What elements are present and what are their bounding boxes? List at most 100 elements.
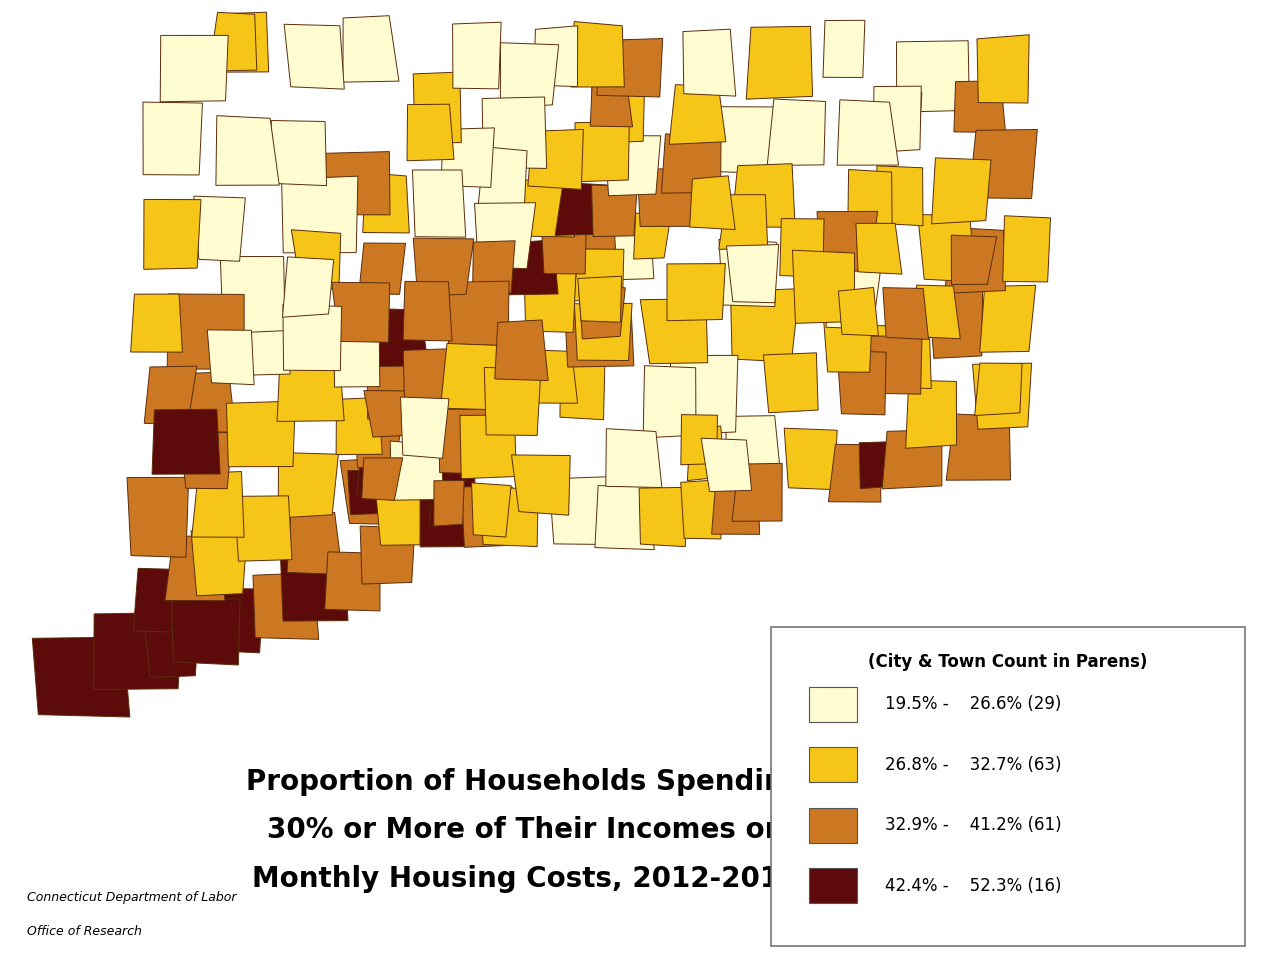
Polygon shape: [226, 401, 295, 467]
Polygon shape: [746, 26, 812, 99]
Polygon shape: [412, 170, 466, 237]
Text: Office of Research: Office of Research: [27, 925, 142, 938]
Polygon shape: [732, 464, 782, 521]
Polygon shape: [605, 135, 660, 195]
Polygon shape: [479, 487, 538, 546]
Polygon shape: [541, 221, 586, 274]
Polygon shape: [592, 185, 638, 236]
Polygon shape: [172, 599, 240, 665]
Polygon shape: [592, 85, 645, 143]
Polygon shape: [441, 128, 495, 188]
Polygon shape: [282, 257, 334, 317]
Polygon shape: [837, 100, 898, 165]
Polygon shape: [364, 391, 409, 437]
Polygon shape: [404, 349, 452, 403]
Polygon shape: [767, 99, 826, 165]
Polygon shape: [576, 215, 616, 266]
Polygon shape: [719, 194, 768, 250]
Polygon shape: [144, 366, 197, 426]
Polygon shape: [670, 356, 737, 434]
Polygon shape: [334, 327, 380, 387]
Polygon shape: [216, 116, 280, 186]
Polygon shape: [951, 235, 997, 285]
Polygon shape: [640, 298, 707, 364]
Polygon shape: [414, 238, 474, 296]
Polygon shape: [94, 612, 182, 689]
Polygon shape: [897, 41, 969, 112]
Polygon shape: [683, 29, 736, 96]
Polygon shape: [574, 303, 632, 361]
Polygon shape: [606, 429, 662, 488]
Polygon shape: [882, 92, 922, 147]
Polygon shape: [414, 72, 462, 144]
Polygon shape: [848, 169, 892, 224]
Polygon shape: [524, 266, 577, 332]
FancyBboxPatch shape: [772, 627, 1245, 947]
Polygon shape: [195, 588, 263, 653]
Polygon shape: [864, 336, 922, 394]
Polygon shape: [528, 129, 583, 190]
Polygon shape: [564, 306, 634, 367]
Bar: [810, 808, 858, 843]
Polygon shape: [209, 13, 257, 71]
Polygon shape: [291, 229, 340, 290]
Polygon shape: [954, 81, 1006, 132]
Polygon shape: [440, 343, 497, 410]
Polygon shape: [130, 295, 182, 352]
Polygon shape: [826, 269, 880, 330]
Polygon shape: [439, 409, 497, 474]
Polygon shape: [343, 16, 398, 82]
Polygon shape: [161, 35, 228, 102]
Polygon shape: [359, 243, 406, 295]
Polygon shape: [220, 257, 285, 333]
Polygon shape: [448, 281, 509, 346]
Polygon shape: [883, 288, 929, 339]
Polygon shape: [974, 364, 1022, 416]
Polygon shape: [560, 360, 605, 420]
Text: (City & Town Count in Parens): (City & Town Count in Parens): [868, 653, 1147, 672]
Polygon shape: [689, 176, 735, 229]
Polygon shape: [164, 535, 225, 601]
Polygon shape: [269, 121, 326, 186]
Polygon shape: [667, 263, 725, 321]
Polygon shape: [144, 199, 201, 269]
Polygon shape: [929, 291, 983, 359]
Polygon shape: [357, 449, 397, 496]
Text: 42.4% -    52.3% (16): 42.4% - 52.3% (16): [886, 877, 1061, 895]
Polygon shape: [191, 531, 247, 596]
Polygon shape: [555, 183, 607, 235]
Polygon shape: [187, 372, 235, 433]
Polygon shape: [143, 102, 202, 175]
Polygon shape: [420, 498, 468, 547]
Polygon shape: [946, 414, 1011, 480]
Polygon shape: [366, 308, 429, 366]
Polygon shape: [511, 455, 571, 515]
Polygon shape: [571, 21, 625, 87]
Polygon shape: [126, 477, 188, 557]
Polygon shape: [639, 487, 689, 546]
Polygon shape: [731, 163, 796, 227]
Polygon shape: [578, 285, 625, 339]
Polygon shape: [687, 426, 725, 480]
Polygon shape: [152, 409, 220, 474]
Text: 26.8% -    32.7% (63): 26.8% - 32.7% (63): [886, 755, 1061, 774]
Polygon shape: [873, 87, 921, 153]
Text: 32.9% -    41.2% (61): 32.9% - 41.2% (61): [886, 816, 1061, 834]
Polygon shape: [730, 289, 799, 362]
Polygon shape: [549, 476, 619, 544]
Polygon shape: [711, 107, 777, 173]
Polygon shape: [726, 416, 781, 480]
Polygon shape: [859, 441, 902, 489]
Polygon shape: [638, 169, 697, 226]
Text: 19.5% -    26.6% (29): 19.5% - 26.6% (29): [886, 695, 1061, 713]
Polygon shape: [763, 353, 818, 413]
Polygon shape: [133, 569, 188, 633]
Polygon shape: [829, 444, 880, 503]
Polygon shape: [478, 147, 528, 208]
Polygon shape: [472, 483, 511, 537]
Bar: [810, 747, 858, 782]
Polygon shape: [331, 282, 390, 342]
Polygon shape: [969, 129, 1037, 198]
Polygon shape: [473, 241, 515, 294]
Polygon shape: [669, 85, 726, 144]
